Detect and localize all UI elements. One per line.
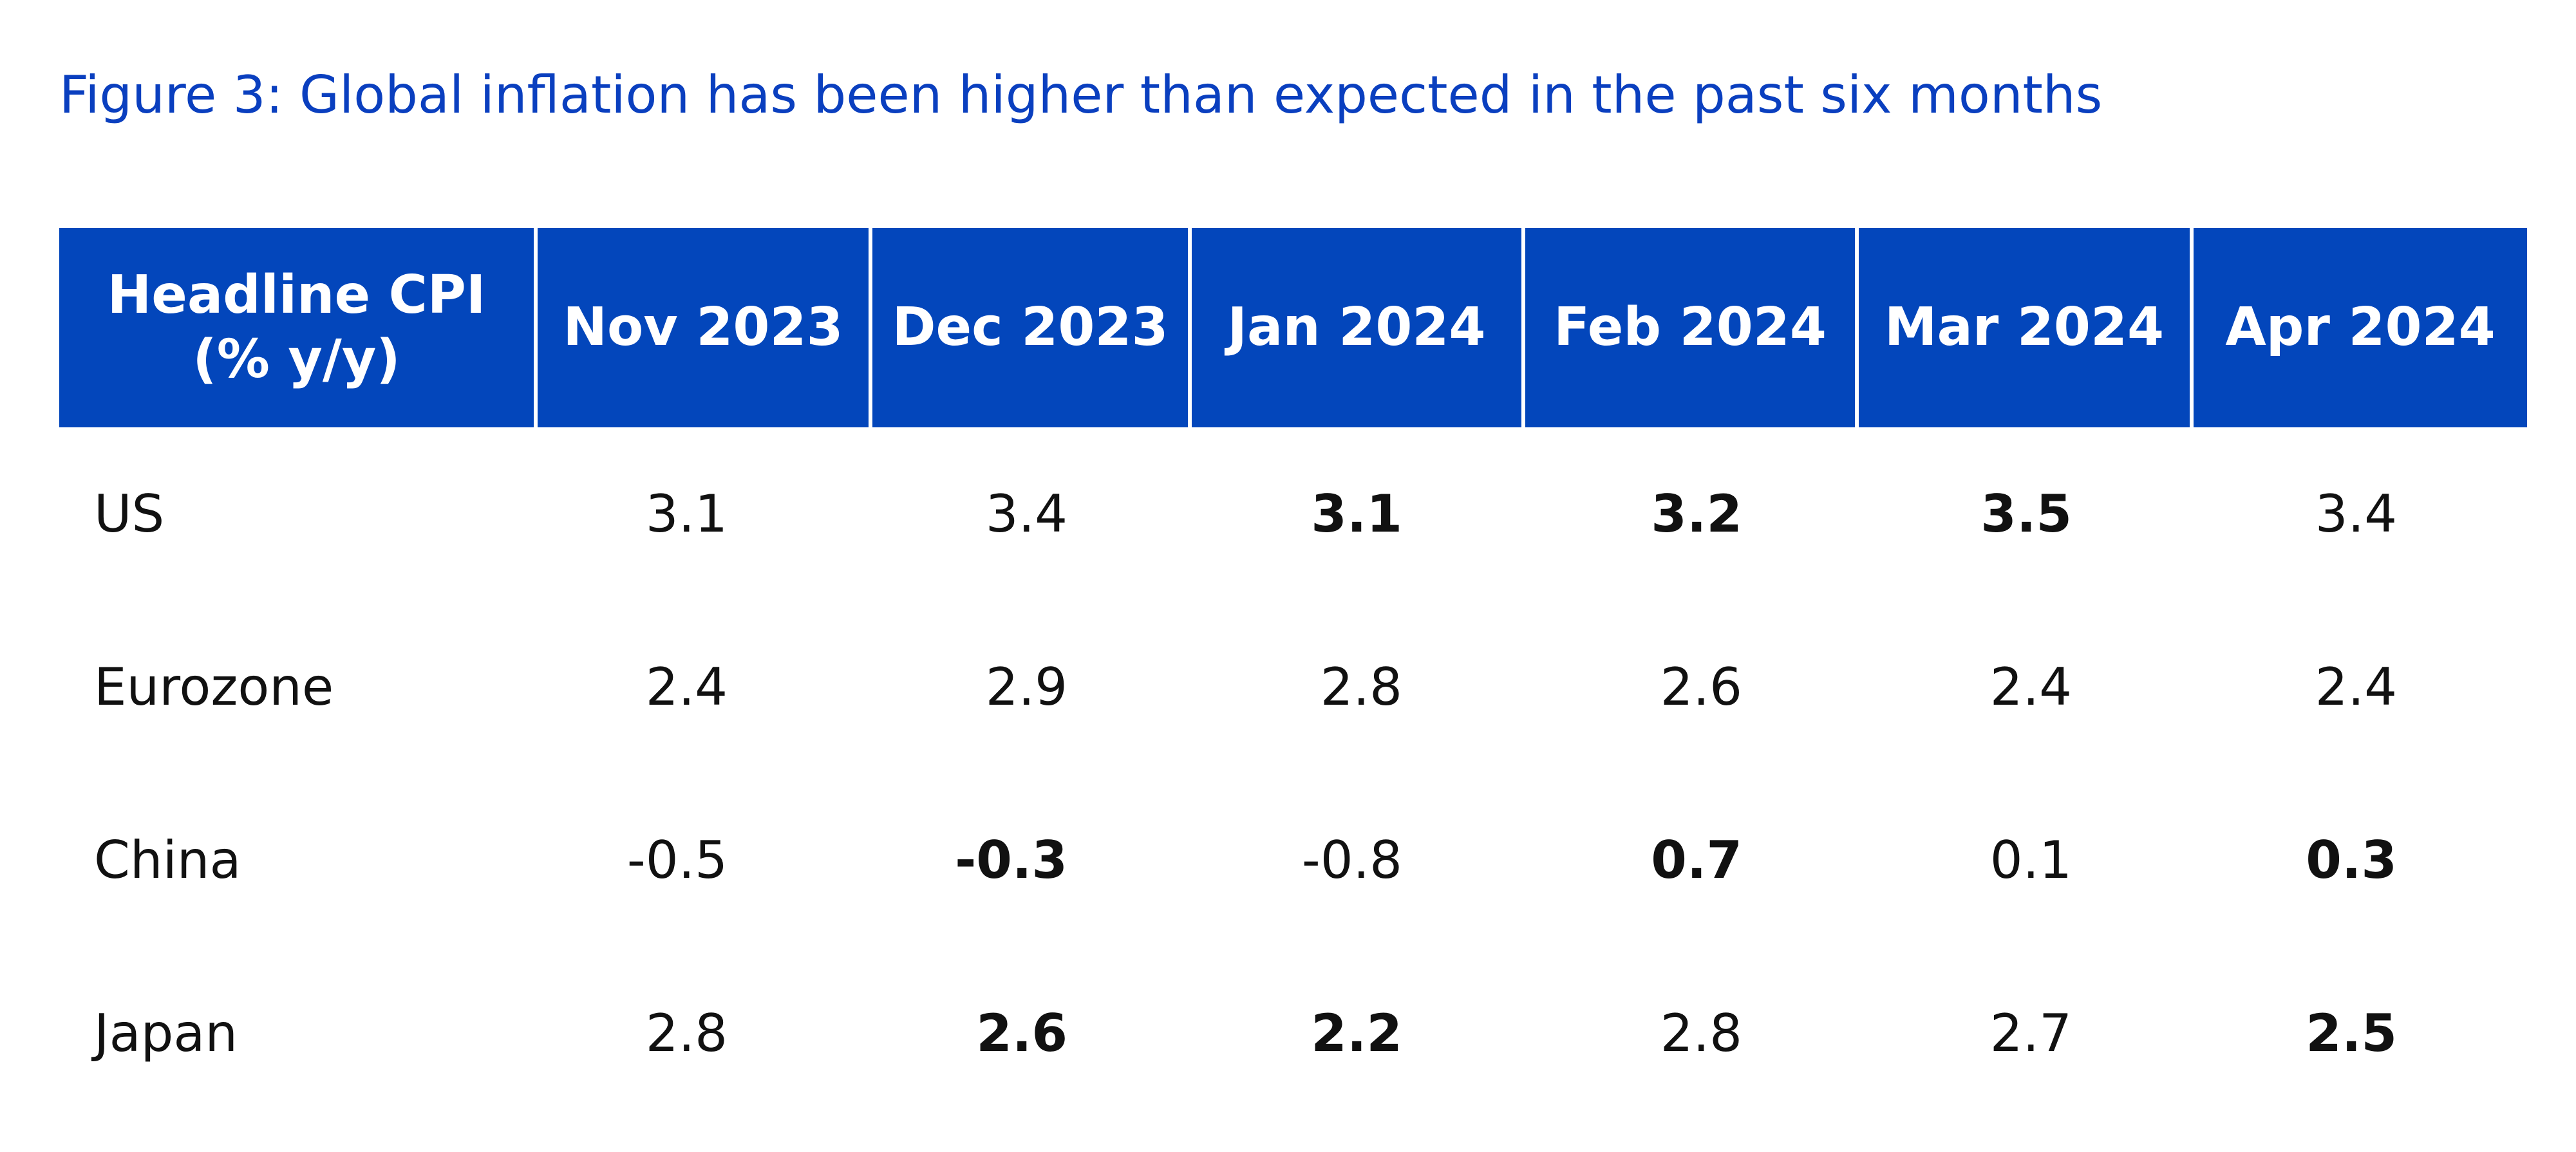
cell-value: 3.1 [645,484,728,544]
cell-value: 2.6 [976,1003,1067,1063]
cell-value: 0.1 [1989,830,2072,890]
cell-value: 3.4 [2315,484,2397,544]
cell-value: 3.4 [985,484,1067,544]
row-label-japan: Japan [94,1003,238,1063]
row-header-line-2: (% y/y) [193,329,400,390]
cell-value: 2.9 [985,657,1067,717]
header-row: Headline CPI (% y/y) Nov 2023 Dec 2023 J… [59,228,2527,427]
cell-value: 2.4 [645,657,728,717]
table-body: US 3.1 3.4 3.1 3.2 3.5 3.4 Eurozone 2.4 … [59,427,2527,1120]
table-header: Headline CPI (% y/y) Nov 2023 Dec 2023 J… [59,228,2527,427]
cell-value: 3.5 [1980,484,2072,544]
column-header-apr-2024: Apr 2024 [2190,228,2527,427]
row-label-eurozone: Eurozone [94,657,334,717]
table-row-eurozone: Eurozone 2.4 2.9 2.8 2.6 2.4 2.4 [59,600,2527,774]
cell-value: 2.4 [1989,657,2072,717]
column-header-feb-2024: Feb 2024 [1521,228,1857,427]
cell-value: 3.2 [1651,484,1742,544]
column-header-dec-2023: Dec 2023 [869,228,1190,427]
cell-value: 2.6 [1660,657,1742,717]
column-header-nov-2023: Nov 2023 [534,228,870,427]
cell-value: 2.7 [1989,1003,2072,1063]
cell-value: -0.5 [626,830,728,890]
figure-title: Figure 3: Global inflation has been high… [59,65,2103,125]
table-row-china: China -0.5 -0.3 -0.8 0.7 0.1 0.3 [59,774,2527,947]
row-header-cell: Headline CPI (% y/y) [59,228,536,427]
cpi-table: Headline CPI (% y/y) Nov 2023 Dec 2023 J… [59,228,2527,1120]
cell-value: 2.8 [1320,657,1402,717]
row-label-us: US [94,484,165,544]
column-header-mar-2024: Mar 2024 [1855,228,2192,427]
row-label-china: China [94,830,241,890]
table-row-us: US 3.1 3.4 3.1 3.2 3.5 3.4 [59,427,2527,600]
cell-value: 0.7 [1651,830,1742,890]
cell-value: -0.8 [1301,830,1402,890]
cell-value: 2.2 [1311,1003,1402,1063]
cell-value: 3.1 [1311,484,1402,544]
cell-value: -0.3 [955,830,1067,890]
column-header-jan-2024: Jan 2024 [1188,228,1523,427]
cell-value: 2.8 [645,1003,728,1063]
cell-value: 2.8 [1660,1003,1742,1063]
row-header-line-1: Headline CPI [107,264,486,326]
cell-value: 0.3 [2306,830,2397,890]
cell-value: 2.5 [2306,1003,2397,1063]
cell-value: 2.4 [2315,657,2397,717]
table-row-japan: Japan 2.8 2.6 2.2 2.8 2.7 2.5 [59,947,2527,1120]
